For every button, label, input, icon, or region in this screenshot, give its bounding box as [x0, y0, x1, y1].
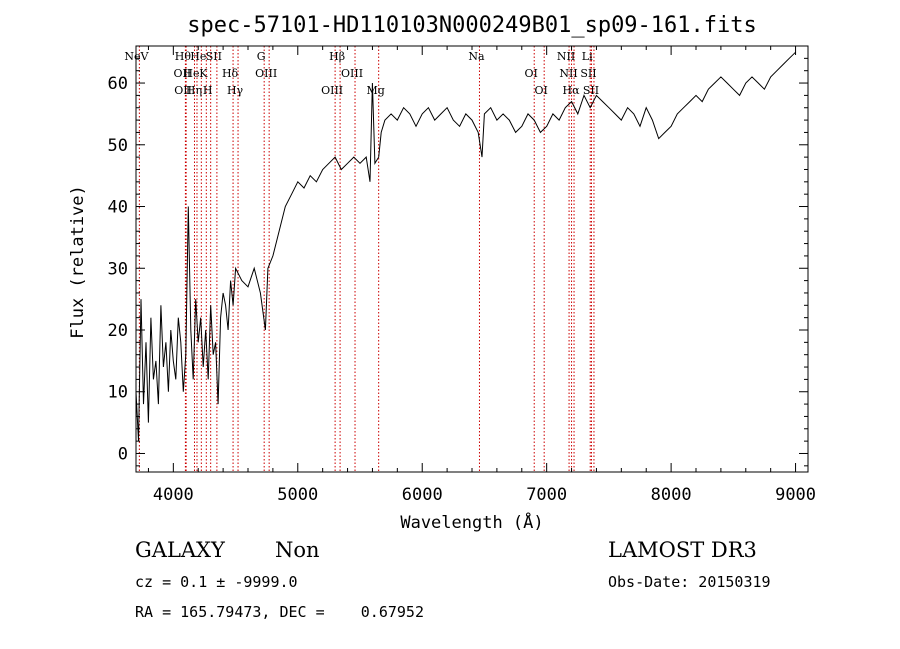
y-axis: 0 10 20 30 40 50 60: [108, 57, 808, 467]
line-markers: [138, 46, 595, 472]
x-tick-label: 5000: [277, 485, 318, 505]
y-tick-label: 10: [108, 383, 128, 403]
line-marker-label: OI: [525, 67, 538, 80]
line-marker-label: OIII: [341, 67, 363, 80]
object-subclass: Non: [275, 538, 320, 562]
line-marker-label: SII: [206, 50, 222, 63]
y-tick-label: 50: [108, 136, 128, 156]
x-axis: 4000 5000 6000 7000 8000 9000: [147, 46, 816, 505]
y-tick-label: 20: [108, 321, 128, 341]
line-marker-label: OIII: [255, 67, 277, 80]
plot-frame: [135, 45, 809, 473]
line-marker-label: Li: [582, 50, 593, 63]
line-marker-label: K: [199, 67, 208, 80]
line-marker-label: OI: [534, 84, 547, 97]
chart-title: spec-57101-HD110103N000249B01_sp09-161.f…: [187, 13, 757, 38]
y-tick-label: 0: [118, 444, 128, 464]
object-class: GALAXY: [135, 538, 225, 562]
line-marker-label: NII: [557, 50, 575, 63]
line-marker-label: OII: [174, 84, 192, 97]
line-marker-label: SII: [580, 67, 596, 80]
y-tick-label: 30: [108, 259, 128, 279]
line-marker-label: G: [257, 50, 266, 63]
line-marker-label: OIII: [321, 84, 343, 97]
x-tick-label: 7000: [526, 485, 567, 505]
survey-name: LAMOST DR3: [608, 538, 757, 562]
x-tick-label: 9000: [775, 485, 816, 505]
y-axis-label: Flux (relative): [68, 185, 88, 339]
line-marker-label: SII: [583, 84, 599, 97]
y-tick-label: 60: [108, 74, 128, 94]
line-marker-label: Mg: [367, 84, 385, 97]
x-tick-label: 8000: [651, 485, 692, 505]
y-tick-label: 40: [108, 198, 128, 218]
line-marker-label: Hα: [563, 84, 581, 97]
spectrum-series: [135, 51, 796, 442]
line-marker-label: He: [190, 50, 206, 63]
line-marker-label: He: [183, 67, 199, 80]
line-marker-label: NeV: [124, 50, 149, 63]
line-marker-label: Hδ: [222, 67, 239, 80]
observation-date: Obs-Date: 20150319: [608, 573, 771, 591]
x-tick-label: 4000: [153, 485, 194, 505]
line-marker-label: Na: [468, 50, 485, 63]
line-marker-label: Hθ: [175, 50, 192, 63]
redshift-cz: cz = 0.1 ± -9999.0: [135, 573, 298, 591]
spectrum-line: [135, 51, 796, 442]
line-marker-label: OII: [174, 67, 192, 80]
x-axis-label: Wavelength (Å): [400, 511, 543, 533]
line-marker-label: NII: [559, 67, 577, 80]
line-marker-labels: NeVOIIOIIHθHeHηHeKHSIIHδHγGOIIIOIIIHβOII…: [124, 50, 599, 97]
line-marker-label: Hβ: [329, 50, 345, 63]
line-marker-label: Hγ: [227, 84, 244, 97]
line-marker-label: Hη: [186, 84, 202, 97]
ra-dec: RA = 165.79473, DEC = 0.67952: [135, 603, 424, 621]
x-tick-label: 6000: [402, 485, 443, 505]
line-marker-label: H: [203, 84, 213, 97]
